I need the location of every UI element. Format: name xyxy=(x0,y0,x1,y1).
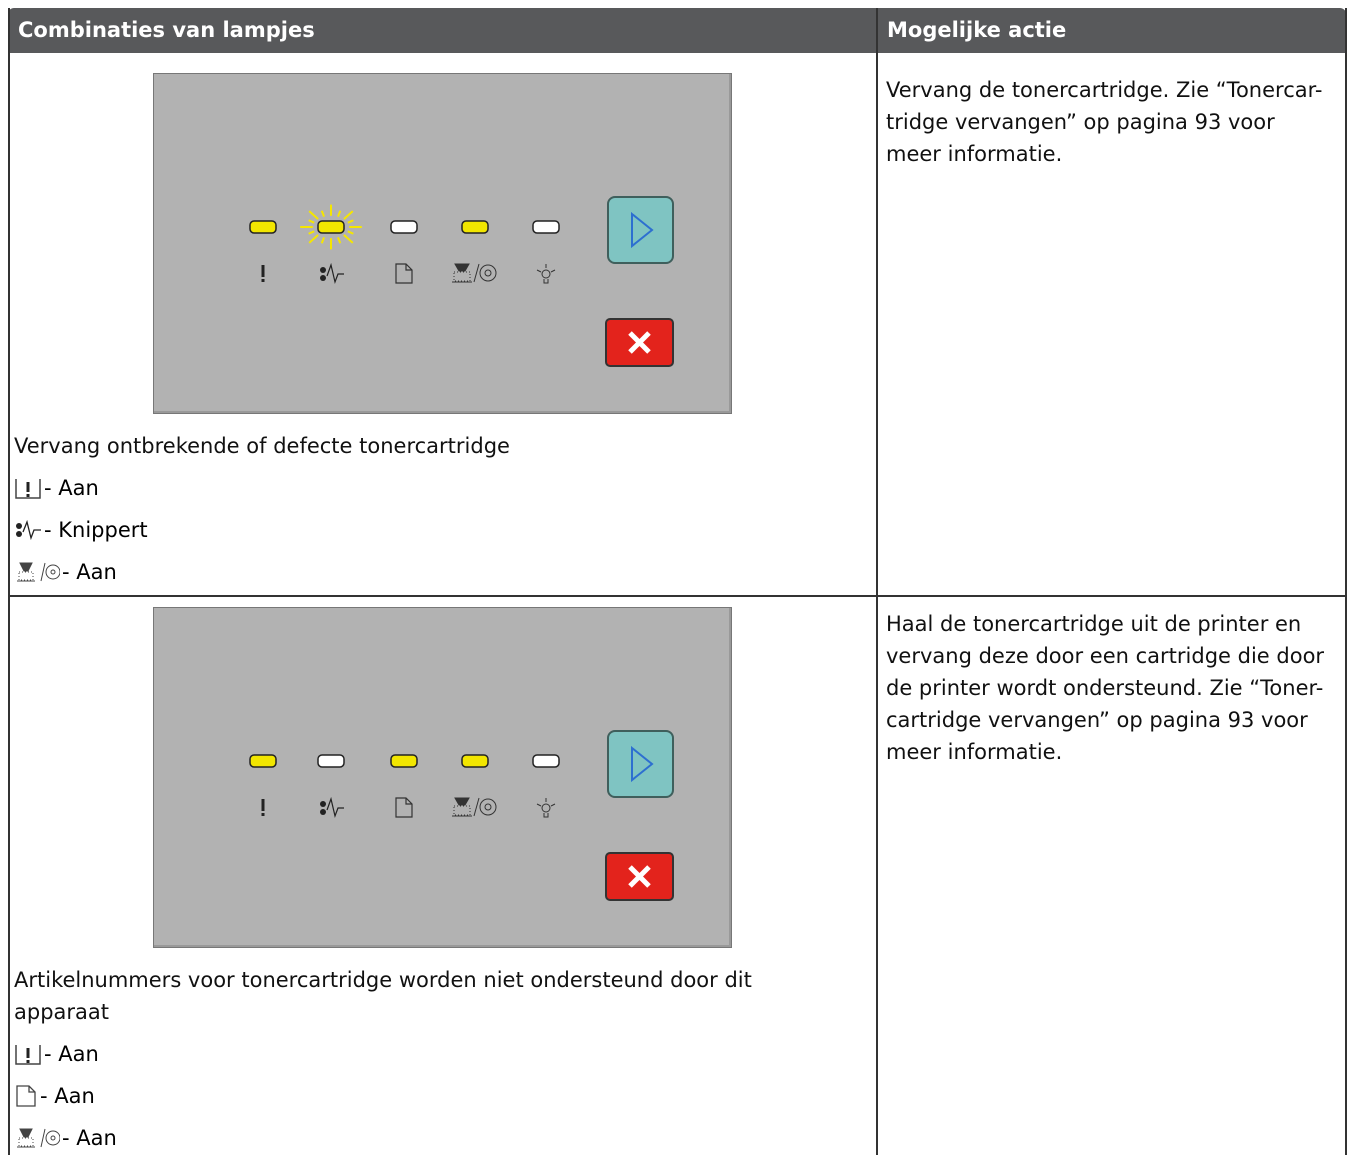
led xyxy=(317,754,345,768)
led xyxy=(317,220,345,234)
status-text: - Knippert xyxy=(44,518,148,542)
flash-ray xyxy=(347,230,354,235)
cancel-x xyxy=(628,865,651,888)
icon xyxy=(395,797,413,818)
header-cell: Combinaties van lampjes xyxy=(8,8,876,53)
panel-drawing xyxy=(249,196,674,367)
light-status: - Aan xyxy=(14,1038,99,1070)
flash-ray xyxy=(320,210,325,218)
icon xyxy=(479,798,497,816)
border xyxy=(1345,8,1347,1155)
cancel-x xyxy=(628,331,651,354)
go-arrow xyxy=(631,745,654,783)
led xyxy=(390,220,418,234)
go-button xyxy=(607,730,674,798)
icon xyxy=(536,264,556,284)
icon xyxy=(320,275,326,281)
header-text: Combinaties van lampjes xyxy=(18,18,315,42)
flash-ray xyxy=(337,236,342,244)
flash-ray xyxy=(337,210,342,218)
icon xyxy=(484,269,492,277)
icon xyxy=(320,809,326,815)
icon xyxy=(453,271,471,282)
flash-ray xyxy=(308,234,319,244)
go-button xyxy=(607,196,674,264)
flash-ray xyxy=(320,236,325,244)
description: Vervang ontbrekende of defecte tonercart… xyxy=(14,434,510,458)
action-line: de printer wordt ondersteund. Zie “Toner… xyxy=(886,676,1324,700)
status-text: - Aan xyxy=(44,476,99,500)
icon xyxy=(453,805,471,816)
led xyxy=(532,754,560,768)
action-line: vervang deze door een cartridge die door xyxy=(886,644,1325,668)
description: Artikelnummers voor tonercartridge worde… xyxy=(14,968,752,992)
header-text: Mogelijke actie xyxy=(887,18,1067,42)
icon xyxy=(17,1128,60,1148)
icon xyxy=(320,267,326,273)
icon xyxy=(395,263,413,284)
led xyxy=(532,220,560,234)
control-panel xyxy=(153,73,732,414)
led xyxy=(461,220,489,234)
description: apparaat xyxy=(14,1000,110,1024)
icon xyxy=(16,1085,36,1107)
icon xyxy=(326,262,344,285)
flash-ray xyxy=(308,210,319,220)
icon xyxy=(261,799,265,811)
status-text: - Aan xyxy=(44,1042,99,1066)
light-status: - Aan xyxy=(14,472,99,504)
flash-ray xyxy=(343,234,354,244)
led xyxy=(249,220,277,234)
status-text: - Aan xyxy=(62,560,117,584)
icon xyxy=(17,562,60,582)
status-text: - Aan xyxy=(62,1126,117,1150)
flash-ray xyxy=(308,219,315,224)
led xyxy=(461,754,489,768)
light-status: - Aan xyxy=(14,1080,95,1112)
icon xyxy=(473,263,480,283)
flash-ray xyxy=(343,210,354,220)
icon xyxy=(261,279,265,282)
icon xyxy=(479,264,497,282)
icon xyxy=(452,797,472,817)
icon xyxy=(541,269,551,279)
control-panel xyxy=(153,607,732,948)
icon xyxy=(452,263,472,283)
light-status: - Aan xyxy=(14,556,117,588)
light-status: - Aan xyxy=(14,1122,117,1154)
border xyxy=(8,8,10,1155)
border xyxy=(876,8,878,1155)
light-status: - Knippert xyxy=(14,514,148,546)
action-line: Haal de tonercartridge uit de printer en xyxy=(886,612,1302,636)
led xyxy=(249,754,277,768)
icon xyxy=(261,265,265,277)
header-cell: Mogelijke actie xyxy=(877,8,1346,53)
status-text: - Aan xyxy=(40,1084,95,1108)
action-line: meer informatie. xyxy=(886,142,1063,166)
action-line: cartridge vervangen” op pagina 93 voor xyxy=(886,708,1308,732)
action-line: Vervang de tonercartridge. Zie “Tonercar… xyxy=(886,78,1323,102)
icon xyxy=(320,801,326,807)
led xyxy=(390,754,418,768)
go-arrow xyxy=(631,211,654,249)
icon xyxy=(536,798,556,818)
icon xyxy=(473,797,480,817)
icon xyxy=(484,803,492,811)
panel-drawing xyxy=(249,730,674,901)
action-line: tridge vervangen” op pagina 93 voor xyxy=(886,110,1275,134)
icon xyxy=(261,813,265,816)
icon xyxy=(326,796,344,819)
border xyxy=(8,595,1346,597)
flash-ray xyxy=(308,230,315,235)
icon xyxy=(15,1045,41,1065)
action-line: meer informatie. xyxy=(886,740,1063,764)
icon xyxy=(16,519,41,541)
flash-ray xyxy=(347,219,354,224)
icon xyxy=(541,803,551,813)
icon xyxy=(15,479,41,499)
